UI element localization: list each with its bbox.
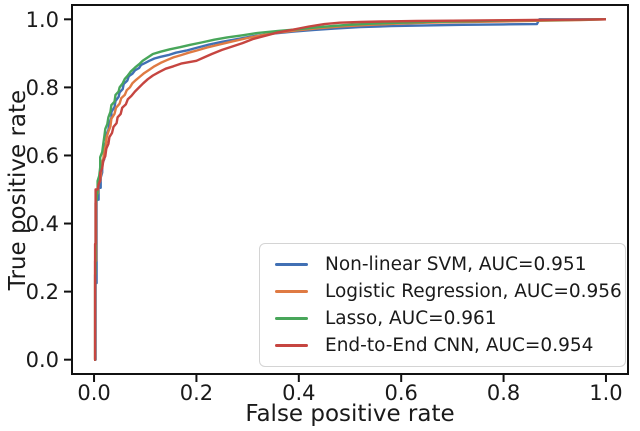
- legend-label: Non-linear SVM, AUC=0.951: [325, 254, 587, 275]
- legend-line-swatch: [275, 262, 308, 267]
- legend-row-end-to-end-cnn: End-to-End CNN, AUC=0.954: [275, 335, 613, 356]
- x-tick-label: 0.4: [282, 381, 315, 405]
- legend-label: Logistic Regression, AUC=0.956: [325, 281, 622, 302]
- legend-label: End-to-End CNN, AUC=0.954: [325, 335, 594, 356]
- y-axis-label: True positive rate: [5, 89, 31, 291]
- legend-label: Lasso, AUC=0.961: [325, 308, 497, 329]
- x-tick-label: 0.2: [180, 381, 213, 405]
- x-axis-label: False positive rate: [245, 401, 455, 427]
- legend-line-swatch: [275, 289, 308, 294]
- legend: Non-linear SVM, AUC=0.951 Logistic Regres…: [259, 243, 626, 367]
- y-tick-label: 1.0: [26, 8, 59, 32]
- plot-frame: [71, 4, 629, 375]
- x-tick-label: 0.8: [487, 381, 520, 405]
- y-tick-label: 0.8: [26, 76, 59, 100]
- legend-row-lasso: Lasso, AUC=0.961: [275, 308, 613, 329]
- y-tick-label: 0.2: [26, 280, 59, 304]
- x-tick-label: 1.0: [589, 381, 622, 405]
- x-tick-label: 0.6: [384, 381, 417, 405]
- y-tick-label: 0.0: [26, 348, 59, 372]
- x-tick-label: 0.0: [77, 381, 110, 405]
- y-tick-label: 0.6: [26, 144, 59, 168]
- roc-curve-end-to-end-cnn: [93, 18, 607, 361]
- legend-line-swatch: [275, 343, 308, 348]
- legend-line-swatch: [275, 316, 308, 321]
- legend-row-non-linear-svm: Non-linear SVM, AUC=0.951: [275, 254, 613, 275]
- y-tick-label: 0.4: [26, 212, 59, 236]
- legend-row-logistic-regression: Logistic Regression, AUC=0.956: [275, 281, 622, 302]
